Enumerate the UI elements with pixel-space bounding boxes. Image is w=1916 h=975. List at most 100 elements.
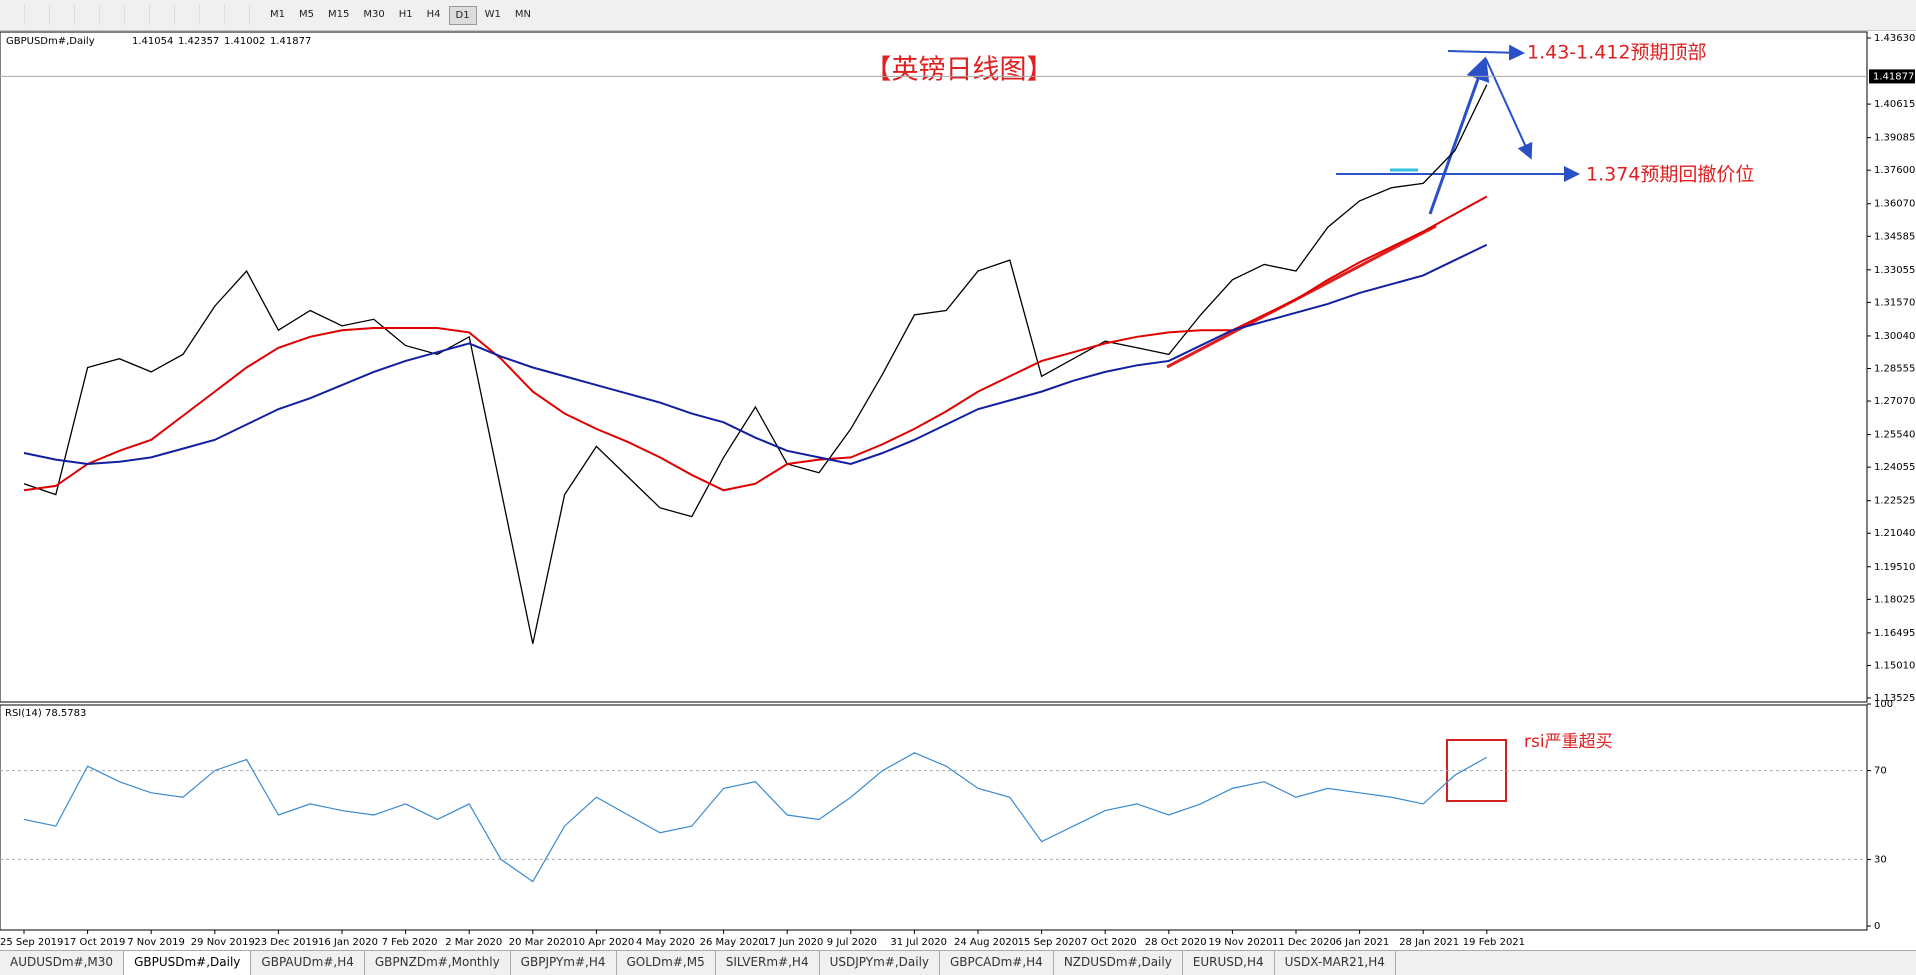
chart-tab[interactable]: GBPJPYm#,H4 xyxy=(511,951,617,975)
annotation: rsi严重超买 xyxy=(1524,732,1613,752)
chart-tab[interactable]: NZDUSDm#,Daily xyxy=(1054,951,1183,975)
chart-title: 【英镑日线图】 xyxy=(865,55,1054,86)
y-tick-label: 1.22525 xyxy=(1874,496,1915,507)
series-line xyxy=(23,243,1488,466)
x-tick-label: 7 Nov 2019 xyxy=(127,937,185,948)
y-tick-label: 1.37600 xyxy=(1874,165,1915,176)
rsi-panel xyxy=(0,704,1868,931)
x-tick-label: 17 Oct 2019 xyxy=(64,937,126,948)
arrow xyxy=(1428,56,1490,215)
x-tick-label: 16 Jan 2020 xyxy=(318,937,378,948)
x-tick-label: 9 Jul 2020 xyxy=(827,937,877,948)
series-line xyxy=(23,195,1488,492)
chart-tab[interactable]: GBPUSDm#,Daily xyxy=(124,951,252,975)
x-tick-label: 17 Jun 2020 xyxy=(763,937,823,948)
x-tick-label: 24 Aug 2020 xyxy=(954,937,1018,948)
y-tick-label: 1.27070 xyxy=(1874,396,1915,407)
trendline-tool[interactable] xyxy=(103,5,125,25)
x-tick-label: 11 Dec 2020 xyxy=(1272,937,1336,948)
timeframe-button[interactable]: MN xyxy=(514,8,531,20)
symbol-label: GBPUSDm#,Daily xyxy=(6,36,95,47)
y-tick-label: 1.15010 xyxy=(1874,660,1915,671)
chart-tab[interactable]: USDJPYm#,Daily xyxy=(820,951,940,975)
rsi-last: 78.5783 xyxy=(45,708,86,719)
rsi-tick-label: 30 xyxy=(1874,854,1887,865)
last-price-label: 1.41877 xyxy=(1873,71,1914,82)
y-tick-label: 1.30040 xyxy=(1874,331,1915,342)
x-tick-label: 19 Feb 2021 xyxy=(1463,937,1525,948)
x-tick-label: 20 Mar 2020 xyxy=(509,937,572,948)
x-tick-label: 4 May 2020 xyxy=(636,937,695,948)
rsi-tick-label: 0 xyxy=(1874,921,1880,932)
x-tick-label: 19 Nov 2020 xyxy=(1208,937,1272,948)
series-line xyxy=(23,84,1488,644)
x-tick-label: 6 Jan 2021 xyxy=(1336,937,1390,948)
rsi-label: RSI(14) xyxy=(5,708,42,719)
toolbar: M1 M5 M15 M30 H1 H4 D1 W1 MN xyxy=(0,0,1916,31)
timeframe-button[interactable]: M5 xyxy=(299,8,314,20)
rsi-tick-label: 100 xyxy=(1874,699,1893,710)
x-tick-label: 10 Apr 2020 xyxy=(572,937,634,948)
cursor-tool[interactable] xyxy=(3,5,25,25)
y-tick-label: 1.13525 xyxy=(1874,693,1915,704)
x-tick-label: 25 Sep 2019 xyxy=(0,937,63,948)
ohlc-value: 1.41002 xyxy=(224,36,265,47)
arrow xyxy=(1447,44,1525,61)
y-tick-label: 1.28555 xyxy=(1874,363,1915,374)
timeframe-button[interactable]: M1 xyxy=(270,8,285,20)
rsi-tick-label: 70 xyxy=(1874,766,1887,777)
vline-tool[interactable] xyxy=(53,5,75,25)
x-tick-label: 7 Feb 2020 xyxy=(382,937,438,948)
chart-tab[interactable]: USDX-MAR21,H4 xyxy=(1275,951,1396,975)
timeframe-button[interactable]: H1 xyxy=(398,8,413,20)
timeframes: M1 M5 M15 M30 H1 H4 D1 W1 MN xyxy=(262,5,537,25)
ohlc-value: 1.41877 xyxy=(270,36,311,47)
channel-tool[interactable] xyxy=(128,5,150,25)
crosshair-tool[interactable] xyxy=(28,5,50,25)
annotation: 1.43-1.412预期顶部 xyxy=(1527,42,1707,64)
y-tick-label: 1.36070 xyxy=(1874,199,1915,210)
hline-tool[interactable] xyxy=(78,5,100,25)
annotation: 1.374预期回撤价位 xyxy=(1586,164,1754,186)
y-tick-label: 1.24055 xyxy=(1874,462,1915,473)
y-tick-label: 1.18025 xyxy=(1874,594,1915,605)
y-tick-label: 1.33055 xyxy=(1874,265,1915,276)
chart-tab[interactable]: EURUSD,H4 xyxy=(1183,951,1275,975)
x-tick-label: 15 Sep 2020 xyxy=(1018,937,1081,948)
chart-tab[interactable]: GBPCADm#,H4 xyxy=(940,951,1054,975)
fibo-tool[interactable] xyxy=(153,5,175,25)
x-tick-label: 2 Mar 2020 xyxy=(445,937,502,948)
chart-tab[interactable]: GBPAUDm#,H4 xyxy=(251,951,365,975)
x-tick-label: 31 Jul 2020 xyxy=(890,937,947,948)
timeframe-button[interactable]: D1 xyxy=(448,5,477,25)
x-tick-label: 23 Dec 2019 xyxy=(254,937,318,948)
timeframe-button[interactable]: M15 xyxy=(328,8,350,20)
ohlc-value: 1.41054 xyxy=(132,36,173,47)
timeframe-button[interactable]: W1 xyxy=(484,8,501,20)
x-tick-label: 7 Oct 2020 xyxy=(1081,937,1136,948)
chart-tab[interactable]: SILVERm#,H4 xyxy=(716,951,820,975)
label-tool[interactable] xyxy=(203,5,225,25)
timeframe-button[interactable]: H4 xyxy=(426,8,441,20)
y-tick-label: 1.19510 xyxy=(1874,562,1915,573)
y-tick-label: 1.25540 xyxy=(1874,430,1915,441)
shapes-tool[interactable] xyxy=(228,5,250,25)
main-panel xyxy=(0,31,1868,703)
chart-tab[interactable]: GBPNZDm#,Monthly xyxy=(365,951,511,975)
rsi-line xyxy=(23,752,1488,883)
chart-tab[interactable]: GOLDm#,M5 xyxy=(617,951,716,975)
text-tool[interactable] xyxy=(178,5,200,25)
y-tick-label: 1.40615 xyxy=(1874,99,1915,110)
chart-tab[interactable]: AUDUSDm#,M30 xyxy=(0,951,125,975)
last-price-tag xyxy=(1869,69,1915,84)
y-tick-label: 1.16495 xyxy=(1874,628,1915,639)
tabs: AUDUSDm#,M30 GBPUSDm#,Daily GBPAUDm#,H4 GBP… xyxy=(0,950,1916,975)
y-tick-label: 1.43630 xyxy=(1874,33,1915,44)
y-tick-label: 1.31570 xyxy=(1874,297,1915,308)
timeframe-button[interactable]: M30 xyxy=(363,8,385,20)
chart: GBPUSDm#,Daily 【英镑日线图】 1.43-1.412预期顶部 1.… xyxy=(0,31,1915,948)
x-tick-label: 28 Jan 2021 xyxy=(1399,937,1459,948)
y-tick-label: 1.34585 xyxy=(1874,231,1915,242)
y-tick-label: 1.21040 xyxy=(1874,528,1915,539)
